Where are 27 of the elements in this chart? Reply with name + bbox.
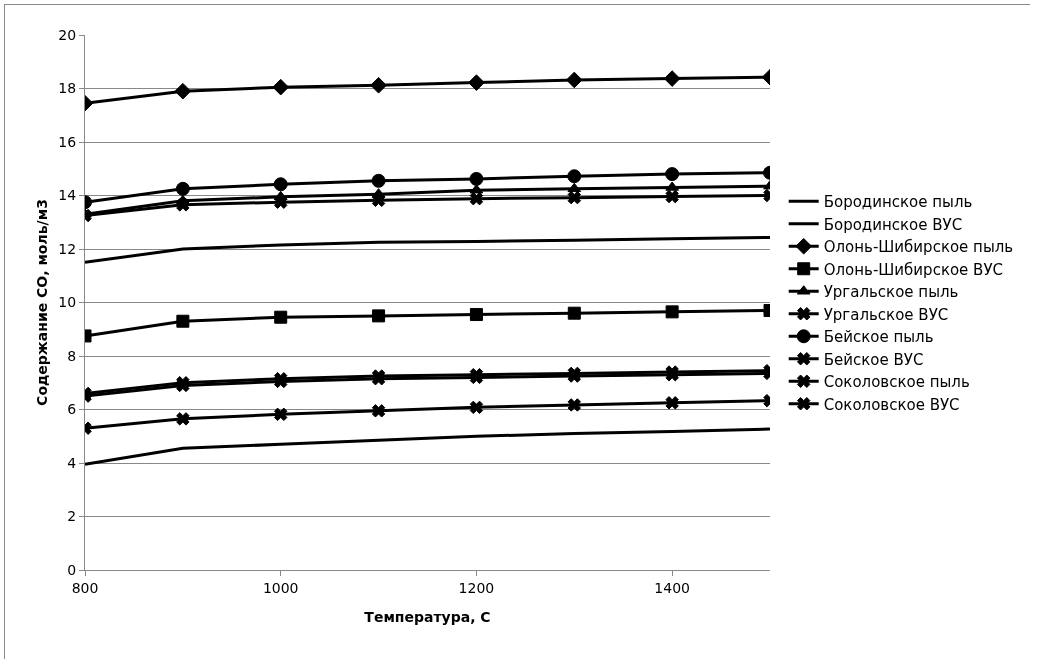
- legend-label: Бородинское ВУС: [823, 215, 963, 234]
- y-tick-label: 18: [58, 80, 77, 97]
- legend-label: Бейское ВУС: [823, 350, 924, 369]
- y-tick-label: 4: [67, 454, 77, 471]
- legend-label: Ургальское пыль: [823, 283, 959, 302]
- legend-label: Олонь-Шибирское ВУС: [823, 260, 1004, 279]
- y-tick-label: 10: [58, 294, 77, 311]
- x-tick-label: 1000: [262, 579, 299, 596]
- y-tick-label: 6: [67, 401, 77, 418]
- y-tick-label: 14: [58, 187, 77, 204]
- y-tick-label: 20: [58, 26, 77, 43]
- y-tick-label: 2: [67, 508, 77, 525]
- y-tick-label: 12: [58, 240, 77, 257]
- x-tick-label: 1200: [458, 579, 495, 596]
- x-tick-label: 800: [71, 579, 99, 596]
- y-tick-label: 0: [67, 561, 77, 578]
- legend-label: Ургальское ВУС: [823, 305, 949, 324]
- x-axis-title: Температура, С: [364, 609, 491, 625]
- legend-label: Соколовское ВУС: [823, 395, 960, 414]
- legend-label: Бейское пыль: [823, 328, 934, 347]
- legend-label: Олонь-Шибирское пыль: [823, 238, 1014, 257]
- x-tick-label: 1400: [654, 579, 690, 596]
- legend-label: Бородинское пыль: [823, 193, 973, 212]
- y-tick-label: 16: [58, 133, 77, 150]
- y-tick-label: 8: [67, 347, 77, 364]
- legend-label: Соколовское пыль: [823, 373, 970, 392]
- y-axis-title: Содержание СО, моль/м3: [34, 199, 50, 406]
